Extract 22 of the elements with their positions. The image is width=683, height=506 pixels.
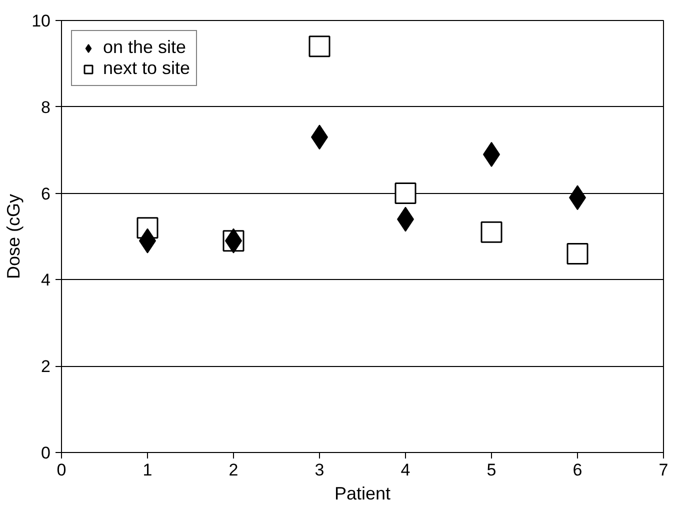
y-axis-title: Dose (cGy: [4, 194, 24, 280]
y-tick-label: 4: [41, 270, 51, 290]
y-tick-label: 10: [32, 12, 51, 30]
x-tick-label: 2: [228, 460, 238, 480]
y-tick-label: 8: [41, 98, 51, 117]
x-tick-label: 3: [314, 460, 324, 480]
x-tick-label: 7: [658, 460, 668, 480]
y-tick-label: 6: [41, 184, 51, 204]
legend-label: on the site: [103, 37, 186, 58]
point: [566, 243, 588, 265]
x-tick-label: 1: [142, 460, 152, 480]
x-tick-label: 6: [572, 460, 582, 480]
legend-label: next to site: [103, 58, 190, 79]
x-tick-label: 4: [400, 460, 410, 480]
y-tick-label: 0: [41, 444, 51, 462]
point: [480, 221, 502, 243]
x-axis-title: Patient: [334, 484, 391, 504]
point: [308, 36, 330, 58]
x-tick-label: 5: [486, 460, 496, 480]
y-tick-label: 2: [41, 357, 51, 376]
point: [394, 182, 416, 204]
x-tick-label: 0: [56, 460, 66, 480]
